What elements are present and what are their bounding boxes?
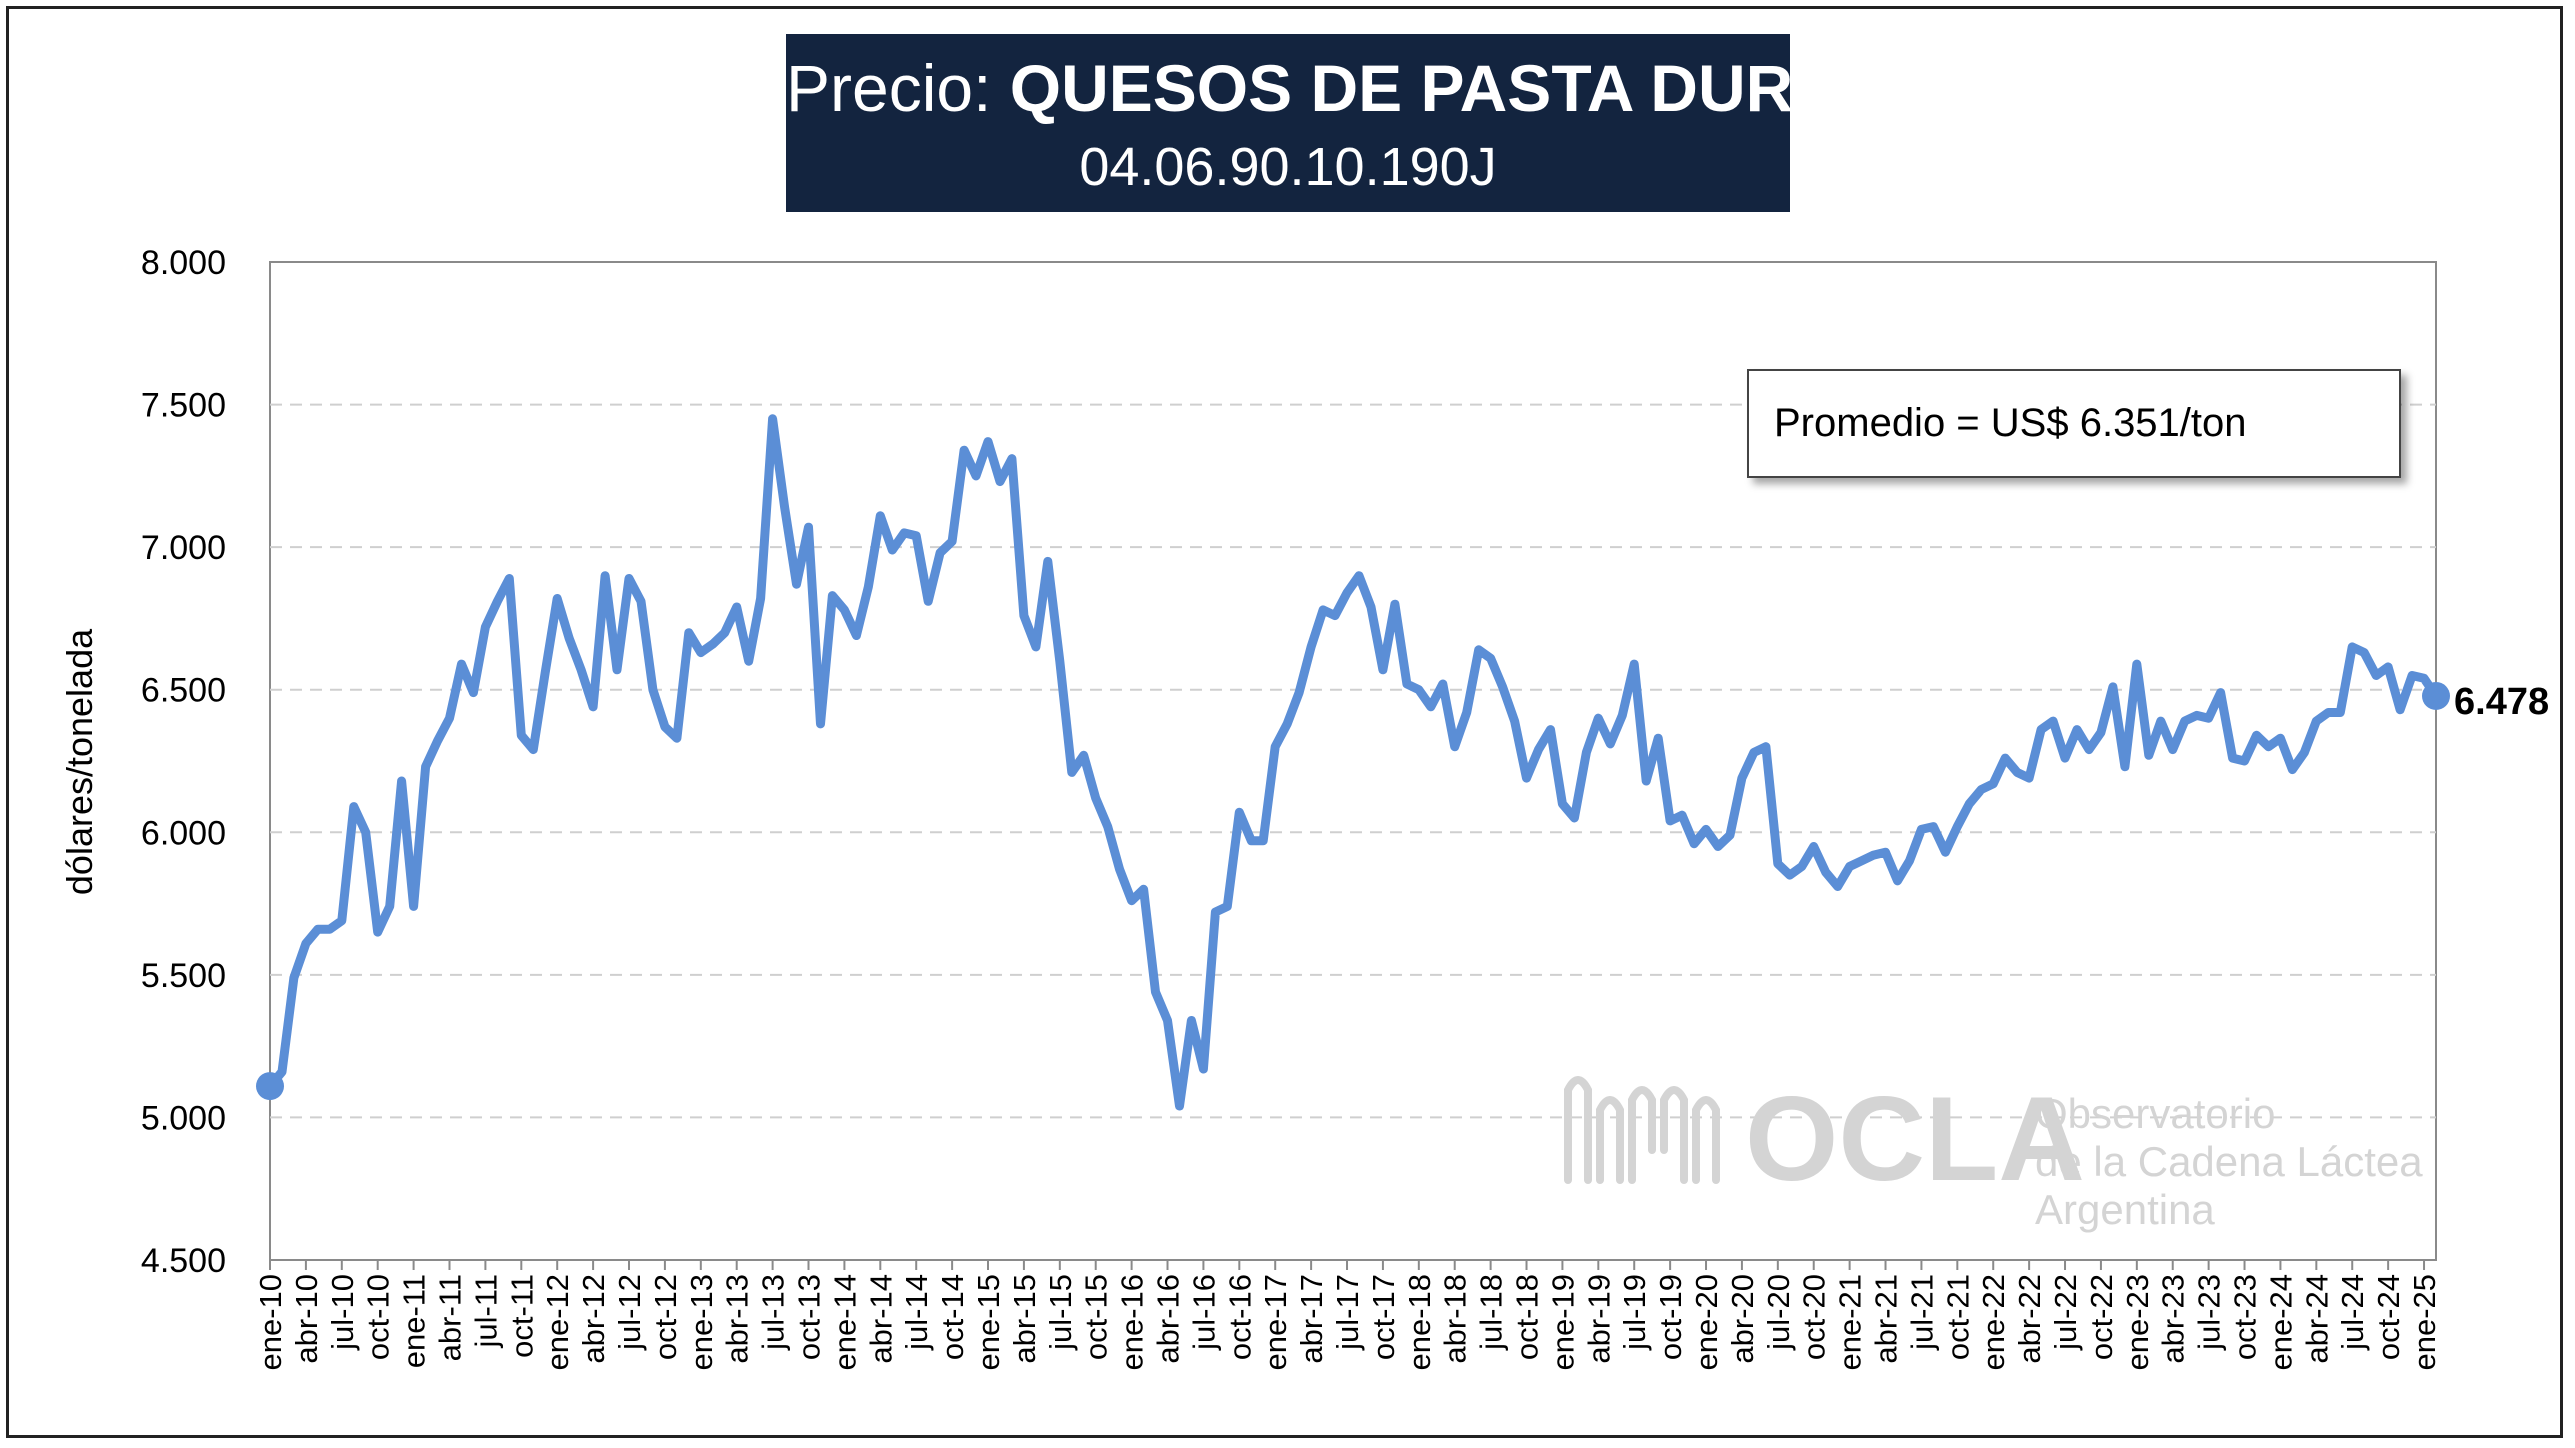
- x-tick-label: ene-22: [1976, 1274, 2011, 1371]
- watermark-line1: Observatorio: [2035, 1090, 2275, 1137]
- x-tick-label: abr-11: [433, 1274, 468, 1361]
- y-tick-label: 5.500: [141, 957, 226, 995]
- x-tick-label: abr-22: [2012, 1274, 2047, 1364]
- x-tick-label: abr-21: [1869, 1274, 1904, 1364]
- x-tick-label: abr-12: [576, 1274, 611, 1364]
- x-tick-label: oct-17: [1366, 1274, 1401, 1360]
- x-tick-label: jul-17: [1330, 1274, 1365, 1351]
- x-tick-label: oct-24: [2371, 1274, 2406, 1360]
- x-tick-label: jul-21: [1904, 1274, 1939, 1351]
- x-tick-label: oct-11: [504, 1274, 539, 1358]
- x-tick-label: oct-23: [2228, 1274, 2263, 1360]
- watermark-logo-text: OCLA: [1745, 1072, 2085, 1206]
- x-tick-label: ene-24: [2263, 1274, 2298, 1371]
- x-tick-label: abr-16: [1151, 1274, 1186, 1364]
- x-tick-label: ene-10: [253, 1274, 288, 1371]
- last-value-label: 6.478: [2454, 681, 2549, 723]
- x-tick-label: abr-14: [863, 1274, 898, 1364]
- x-tick-label: jul-15: [1043, 1274, 1078, 1351]
- x-tick-label: ene-20: [1689, 1274, 1724, 1371]
- x-tick-label: oct-18: [1510, 1274, 1545, 1360]
- x-tick-label: ene-11: [397, 1274, 432, 1368]
- y-tick-label: 6.500: [141, 672, 226, 710]
- x-tick-label: oct-16: [1222, 1274, 1257, 1360]
- first-point-marker: [256, 1072, 284, 1101]
- x-tick-label: oct-14: [935, 1274, 970, 1360]
- x-tick-label: jul-10: [325, 1274, 360, 1351]
- title-box: Precio: QUESOS DE PASTA DURA 04.06.90.10…: [786, 34, 1841, 212]
- x-tick-label: jul-23: [2192, 1274, 2227, 1351]
- x-tick-label: oct-13: [792, 1274, 827, 1360]
- x-tick-label: oct-15: [1079, 1274, 1114, 1360]
- y-tick-label: 4.500: [141, 1242, 226, 1280]
- x-tick-label: jul-16: [1186, 1274, 1221, 1351]
- x-tick-label: ene-18: [1402, 1274, 1437, 1371]
- watermark: OCLA Observatorio de la Cadena Láctea Ar…: [1564, 1072, 2423, 1233]
- watermark-line2: de la Cadena Láctea: [2035, 1138, 2423, 1185]
- x-tick-label: oct-20: [1797, 1274, 1832, 1360]
- x-tick-label: oct-21: [1940, 1274, 1975, 1360]
- x-tick-label: ene-12: [540, 1274, 575, 1371]
- x-tick-label: oct-22: [2084, 1274, 2119, 1360]
- x-tick-label: abr-10: [289, 1274, 324, 1364]
- x-tick-label: abr-23: [2156, 1274, 2191, 1364]
- y-tick-label: 7.000: [141, 529, 226, 567]
- title-prefix: Precio:: [786, 51, 1010, 125]
- x-tick-label: oct-12: [648, 1274, 683, 1360]
- x-tick-label: jul-20: [1761, 1274, 1796, 1351]
- x-tick-label: abr-13: [720, 1274, 755, 1364]
- y-tick-label: 6.000: [141, 814, 226, 852]
- last-point-marker: [2422, 681, 2450, 710]
- chart-subtitle-code: 04.06.90.10.190J: [1079, 137, 1497, 197]
- x-tick-label: ene-25: [2407, 1274, 2442, 1371]
- y-tick-label: 5.000: [141, 1099, 226, 1137]
- x-tick-label: abr-19: [1581, 1274, 1616, 1364]
- title-product: QUESOS DE PASTA DURA: [1009, 51, 1841, 125]
- x-axis-ticks: ene-10 abr-10 jul-10 oct-10 ene-11 abr-11 jul-…: [253, 1260, 2442, 1371]
- x-tick-label: ene-16: [1115, 1274, 1150, 1371]
- x-tick-label: ene-23: [2120, 1274, 2155, 1371]
- x-tick-label: oct-19: [1653, 1274, 1688, 1360]
- x-tick-label: ene-15: [971, 1274, 1006, 1371]
- x-tick-label: abr-20: [1725, 1274, 1760, 1364]
- x-tick-label: ene-14: [827, 1274, 862, 1371]
- x-tick-label: ene-13: [684, 1274, 719, 1371]
- x-tick-label: jul-18: [1474, 1274, 1509, 1351]
- x-tick-label: jul-12: [612, 1274, 647, 1351]
- y-tick-label: 7.500: [141, 387, 226, 425]
- x-tick-label: abr-17: [1294, 1274, 1329, 1364]
- y-axis-ticks: 4.500 5.000 5.500 6.000 6.500 7.000 7.500 8.000: [141, 244, 226, 1280]
- x-tick-label: oct-10: [361, 1274, 396, 1360]
- x-tick-label: jul-13: [756, 1274, 791, 1351]
- x-tick-label: jul-19: [1617, 1274, 1652, 1351]
- x-tick-label: jul-22: [2048, 1274, 2083, 1351]
- y-axis-label: dólares/tonelada: [59, 628, 100, 895]
- milk-wave-logo-icon: [1564, 1076, 1720, 1184]
- chart-title: Precio: QUESOS DE PASTA DURA: [786, 48, 1841, 128]
- x-tick-label: abr-18: [1438, 1274, 1473, 1364]
- x-tick-label: abr-15: [1007, 1274, 1042, 1364]
- x-tick-label: jul-24: [2335, 1274, 2370, 1351]
- x-tick-label: abr-24: [2299, 1274, 2334, 1364]
- x-tick-label: ene-19: [1545, 1274, 1580, 1371]
- x-tick-label: ene-17: [1258, 1274, 1293, 1371]
- price-series-line: [265, 414, 2441, 1111]
- y-tick-label: 8.000: [141, 244, 226, 282]
- grid-lines: [270, 403, 2436, 1119]
- watermark-line3: Argentina: [2035, 1186, 2215, 1233]
- average-annotation-text: Promedio = US$ 6.351/ton: [1774, 401, 2247, 445]
- x-tick-label: jul-11: [468, 1274, 503, 1349]
- x-tick-label: ene-21: [1833, 1274, 1868, 1371]
- average-annotation: Promedio = US$ 6.351/ton: [1747, 369, 2401, 478]
- x-tick-label: jul-14: [899, 1274, 934, 1351]
- series-line-group: [256, 414, 2450, 1111]
